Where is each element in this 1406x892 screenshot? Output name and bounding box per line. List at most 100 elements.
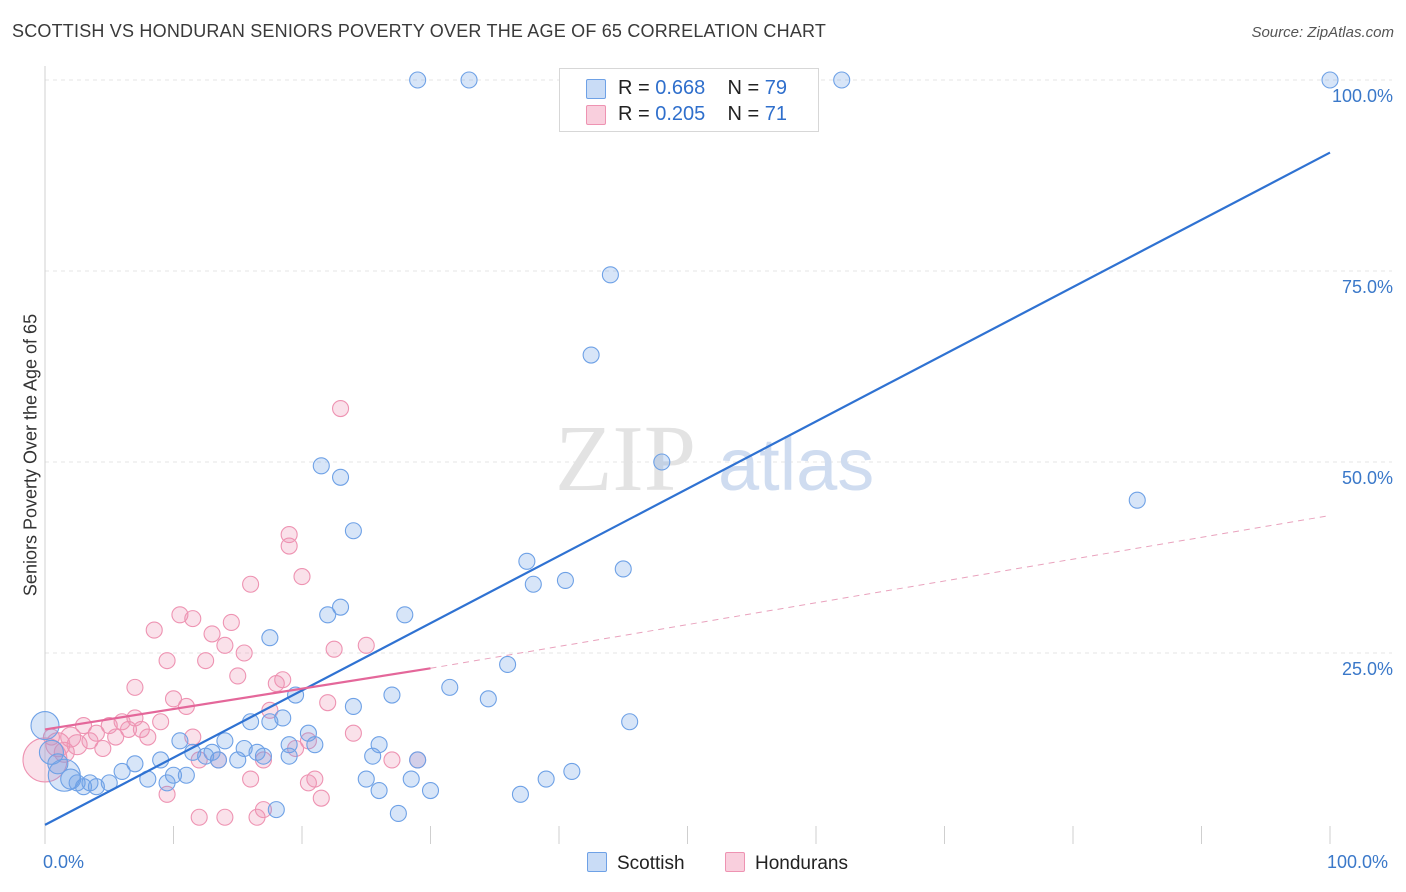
honduran-point: [107, 728, 125, 746]
scottish-point: [267, 801, 285, 819]
legend-r-label: R =: [618, 77, 656, 99]
honduran-point: [164, 690, 183, 708]
scottish-point: [331, 468, 350, 486]
scottish-point: [370, 781, 388, 800]
hondurans-points: [22, 399, 427, 826]
honduran-point: [229, 667, 247, 685]
honduran-point: [383, 751, 401, 769]
trend-lines: [44, 151, 1331, 826]
scottish-point: [582, 346, 600, 364]
honduran-point: [171, 606, 189, 624]
honduran-point: [203, 625, 221, 643]
bottom-legend-hondurans: Hondurans: [725, 852, 848, 875]
scottish-point: [524, 575, 542, 593]
honduran-point: [293, 568, 311, 586]
scottish-point: [601, 266, 619, 284]
honduran-point: [254, 801, 273, 819]
y-tick-label: 50.0%: [1341, 468, 1393, 488]
honduran-point: [235, 644, 253, 662]
scottish-point: [254, 747, 273, 765]
honduran-point: [344, 724, 362, 742]
scottish-point: [87, 778, 105, 796]
scottish-point: [833, 71, 851, 89]
honduran-point: [331, 399, 350, 418]
scottish-point: [177, 766, 195, 784]
honduran-point: [299, 774, 317, 792]
honduran-point: [312, 789, 330, 807]
x-ticks: [44, 826, 1331, 844]
scottish-point: [409, 751, 427, 769]
grid-lines: [44, 66, 1392, 844]
scottish-point: [370, 736, 388, 754]
legend-r-value: 0.668: [655, 77, 706, 99]
scottish-point: [235, 739, 253, 758]
honduran-point: [145, 621, 163, 639]
scottish-point: [280, 747, 298, 765]
scottish-point: [344, 697, 362, 716]
scottish-point: [1128, 491, 1146, 509]
scottish-point: [563, 762, 581, 780]
scottish-point: [209, 751, 228, 769]
legend-swatch-hondurans: [586, 105, 606, 125]
scottish-point: [621, 713, 639, 731]
y-tick-label: 75.0%: [1341, 277, 1393, 297]
scottish-point: [511, 785, 530, 803]
scottish-point: [164, 766, 183, 784]
scottish-point: [30, 711, 60, 741]
bottom-legend-label-hondurans: Hondurans: [755, 853, 848, 874]
scottish-point: [556, 571, 574, 589]
watermark-atlas: atlas: [718, 423, 874, 506]
honduran-point: [184, 728, 202, 746]
x-tick-label-min: 0.0%: [43, 852, 85, 872]
scottish-point: [344, 522, 362, 540]
honduran-point: [184, 610, 202, 628]
legend-r-label: R =: [618, 103, 656, 125]
honduran-point: [94, 739, 112, 758]
scottish-point: [537, 770, 555, 788]
legend: R = 0.668 N = 79 R = 0.205 N = 71: [559, 68, 819, 132]
y-tick-label: 100.0%: [1331, 86, 1393, 106]
legend-n-label: N =: [727, 103, 765, 125]
scottish-point: [171, 732, 189, 750]
y-axis-label: Seniors Poverty Over the Age of 65: [20, 313, 41, 597]
scottish-point: [261, 629, 279, 647]
scottish-point: [479, 690, 497, 708]
scottish-point: [126, 755, 144, 773]
honduran-trend-line: [44, 667, 431, 731]
honduran-point: [158, 652, 176, 670]
legend-r-value: 0.205: [655, 103, 706, 125]
honduran-point: [190, 808, 208, 826]
legend-n-value: 79: [764, 77, 788, 99]
scottish-point: [389, 804, 407, 822]
scottish-trend-line: [44, 151, 1331, 826]
source-label: Source: ZipAtlas.com: [1251, 24, 1394, 41]
scottish-point: [653, 453, 671, 471]
legend-n-value: 71: [764, 103, 788, 125]
scottish-point: [261, 713, 279, 731]
honduran-point: [216, 636, 234, 654]
scottish-point: [38, 739, 64, 765]
scottish-point: [216, 732, 234, 750]
watermark-zip: ZIP: [555, 407, 696, 511]
bottom-legend-swatch-hondurans: [725, 852, 745, 872]
bottom-legend-scottish: Scottish: [587, 852, 685, 875]
scottish-points: [30, 71, 1339, 822]
honduran-trend-extension: [430, 514, 1331, 669]
scottish-point: [499, 655, 517, 674]
scottish-point: [460, 71, 478, 89]
honduran-point: [152, 713, 170, 731]
scottish-point: [331, 598, 350, 616]
honduran-point: [357, 636, 375, 654]
honduran-point: [242, 770, 260, 788]
watermark: ZIP atlas: [555, 407, 874, 511]
honduran-point: [216, 808, 234, 826]
scottish-point: [421, 781, 440, 800]
scottish-point: [409, 71, 427, 89]
scottish-point: [306, 736, 324, 754]
bottom-legend-swatch-scottish: [587, 852, 607, 872]
scottish-point: [402, 770, 420, 788]
y-tick-label: 25.0%: [1341, 659, 1393, 679]
scottish-point: [113, 762, 131, 780]
x-tick-label-max: 100.0%: [1327, 852, 1389, 872]
scottish-point: [518, 552, 536, 570]
